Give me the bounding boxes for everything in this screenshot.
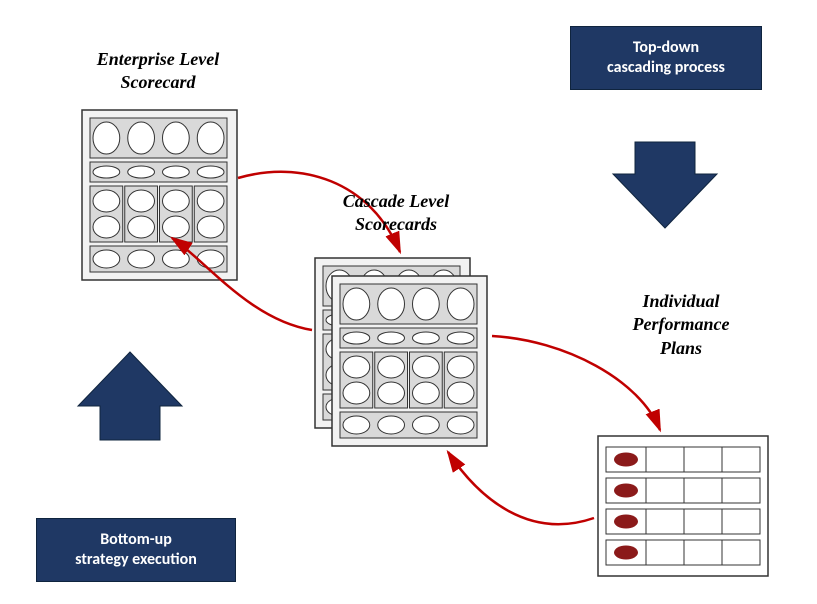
cascade-label-l1: Cascade Level xyxy=(343,191,449,211)
arrow-band xyxy=(100,452,160,458)
flow-arrow-3 xyxy=(448,452,594,524)
arrow-band xyxy=(635,130,695,136)
topdown-box-l1: Top-down xyxy=(633,38,699,57)
big-arrow-up-icon xyxy=(78,352,182,440)
cascade-label-l2: Scorecards xyxy=(355,214,437,234)
enterprise-label-l1: Enterprise Level xyxy=(97,49,219,69)
cascade-label: Cascade Level Scorecards xyxy=(316,190,476,237)
arrow-band xyxy=(635,120,695,126)
arrow-band xyxy=(635,110,695,116)
individual-label-l3: Plans xyxy=(660,338,702,358)
topdown-box-l2: cascading process xyxy=(607,58,725,77)
individual-label: Individual Performance Plans xyxy=(596,290,766,360)
topdown-box: Top-down cascading process xyxy=(570,26,762,90)
big-arrow-down-icon xyxy=(613,142,717,228)
individual-label-l1: Individual xyxy=(642,291,719,311)
enterprise-label-l2: Scorecard xyxy=(121,72,196,92)
bottomup-box: Bottom-up strategy execution xyxy=(36,518,236,582)
bottomup-box-l1: Bottom-up xyxy=(100,530,172,549)
enterprise-label: Enterprise Level Scorecard xyxy=(68,48,248,95)
enterprise-scorecard-icon xyxy=(82,110,237,280)
arrow-band xyxy=(100,462,160,468)
bottomup-box-l2: strategy execution xyxy=(75,550,197,569)
cascade-scorecard-front-icon xyxy=(332,276,487,446)
individual-plan-icon xyxy=(598,436,768,576)
arrow-band xyxy=(100,472,160,478)
individual-label-l2: Performance xyxy=(633,314,730,334)
